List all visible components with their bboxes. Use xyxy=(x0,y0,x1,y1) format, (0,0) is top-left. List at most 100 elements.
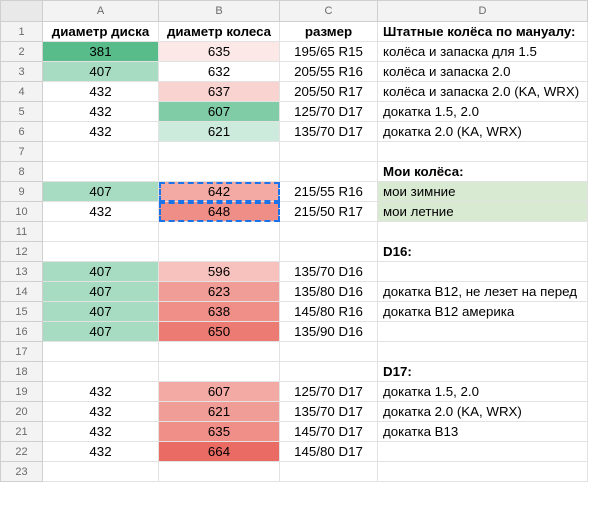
row-header[interactable]: 20 xyxy=(0,401,43,422)
cell-c[interactable] xyxy=(279,461,378,482)
cell-d[interactable] xyxy=(377,321,588,342)
cell-a[interactable] xyxy=(42,141,159,162)
row-header[interactable]: 15 xyxy=(0,301,43,322)
cell-b[interactable]: 596 xyxy=(158,261,280,282)
cell-b[interactable]: 635 xyxy=(158,421,280,442)
cell-b[interactable]: 632 xyxy=(158,61,280,82)
cell-c[interactable] xyxy=(279,361,378,382)
cell-d[interactable] xyxy=(377,261,588,282)
cell-c[interactable]: 145/80 D17 xyxy=(279,441,378,462)
cell-d[interactable]: докатка 1.5, 2.0 xyxy=(377,381,588,402)
cell-a[interactable] xyxy=(42,361,159,382)
row-header[interactable]: 6 xyxy=(0,121,43,142)
cell-d[interactable] xyxy=(377,341,588,362)
cell-a[interactable]: 432 xyxy=(42,121,159,142)
cell-c[interactable]: 215/50 R17 xyxy=(279,201,378,222)
cell-b[interactable] xyxy=(158,341,280,362)
cell-d[interactable] xyxy=(377,441,588,462)
cell-c[interactable]: 145/70 D17 xyxy=(279,421,378,442)
cell-d[interactable]: докатка 1.5, 2.0 xyxy=(377,101,588,122)
cell-a[interactable]: 432 xyxy=(42,441,159,462)
column-header-d[interactable]: D xyxy=(377,0,588,22)
cell-c[interactable] xyxy=(279,241,378,262)
cell-d[interactable] xyxy=(377,461,588,482)
cell-a[interactable]: 432 xyxy=(42,101,159,122)
cell-b[interactable]: 650 xyxy=(158,321,280,342)
column-header-b[interactable]: B xyxy=(158,0,280,22)
cell-b[interactable]: 607 xyxy=(158,101,280,122)
cell-c[interactable]: 145/80 R16 xyxy=(279,301,378,322)
cell-d[interactable]: докатка B13 xyxy=(377,421,588,442)
cell-a[interactable] xyxy=(42,161,159,182)
row-header[interactable]: 17 xyxy=(0,341,43,362)
cell-b[interactable] xyxy=(158,221,280,242)
cell-d[interactable]: колёса и запаска для 1.5 xyxy=(377,41,588,62)
cell-d[interactable]: Мои колёса: xyxy=(377,161,588,182)
cell-c[interactable]: 205/55 R16 xyxy=(279,61,378,82)
cell-c[interactable]: 125/70 D17 xyxy=(279,101,378,122)
cell-d[interactable]: колёса и запаска 2.0 xyxy=(377,61,588,82)
cell-b[interactable]: 642 xyxy=(158,181,280,202)
cell-b[interactable]: 621 xyxy=(158,401,280,422)
cell-a[interactable]: 407 xyxy=(42,181,159,202)
row-header[interactable]: 23 xyxy=(0,461,43,482)
cell-b[interactable]: 664 xyxy=(158,441,280,462)
cell-a[interactable]: 432 xyxy=(42,381,159,402)
cell-b[interactable] xyxy=(158,361,280,382)
cell-a[interactable]: 381 xyxy=(42,41,159,62)
row-header[interactable]: 10 xyxy=(0,201,43,222)
cell-c[interactable] xyxy=(279,341,378,362)
cell-b[interactable]: 637 xyxy=(158,81,280,102)
cell-c[interactable]: 135/80 D16 xyxy=(279,281,378,302)
row-header[interactable]: 2 xyxy=(0,41,43,62)
cell-c[interactable]: 205/50 R17 xyxy=(279,81,378,102)
row-header[interactable]: 13 xyxy=(0,261,43,282)
cell-b[interactable]: диаметр колеса xyxy=(158,21,280,42)
cell-c[interactable]: 135/90 D16 xyxy=(279,321,378,342)
cell-a[interactable]: 407 xyxy=(42,261,159,282)
row-header[interactable]: 9 xyxy=(0,181,43,202)
cell-a[interactable] xyxy=(42,461,159,482)
cell-a[interactable]: 432 xyxy=(42,201,159,222)
column-header-c[interactable]: C xyxy=(279,0,378,22)
cell-a[interactable]: 407 xyxy=(42,301,159,322)
select-all-corner[interactable] xyxy=(0,0,43,22)
cell-b[interactable]: 623 xyxy=(158,281,280,302)
cell-c[interactable]: 135/70 D17 xyxy=(279,401,378,422)
cell-d[interactable]: D16: xyxy=(377,241,588,262)
cell-a[interactable]: 432 xyxy=(42,421,159,442)
cell-a[interactable]: диаметр диска xyxy=(42,21,159,42)
cell-d[interactable]: колёса и запаска 2.0 (KA, WRX) xyxy=(377,81,588,102)
cell-c[interactable]: 135/70 D16 xyxy=(279,261,378,282)
cell-d[interactable]: докатка B12 америка xyxy=(377,301,588,322)
cell-a[interactable]: 407 xyxy=(42,321,159,342)
cell-c[interactable]: 215/55 R16 xyxy=(279,181,378,202)
cell-b[interactable] xyxy=(158,141,280,162)
cell-a[interactable]: 407 xyxy=(42,281,159,302)
cell-b[interactable] xyxy=(158,241,280,262)
cell-c[interactable]: размер xyxy=(279,21,378,42)
cell-c[interactable]: 135/70 D17 xyxy=(279,121,378,142)
cell-d[interactable]: мои зимние xyxy=(377,181,588,202)
cell-d[interactable] xyxy=(377,141,588,162)
cell-a[interactable]: 407 xyxy=(42,61,159,82)
row-header[interactable]: 19 xyxy=(0,381,43,402)
cell-a[interactable] xyxy=(42,221,159,242)
cell-d[interactable]: Штатные колёса по мануалу: xyxy=(377,21,588,42)
cell-a[interactable] xyxy=(42,241,159,262)
cell-b[interactable] xyxy=(158,161,280,182)
row-header[interactable]: 5 xyxy=(0,101,43,122)
column-header-a[interactable]: A xyxy=(42,0,159,22)
cell-b[interactable]: 638 xyxy=(158,301,280,322)
cell-b[interactable]: 607 xyxy=(158,381,280,402)
cell-c[interactable] xyxy=(279,141,378,162)
row-header[interactable]: 3 xyxy=(0,61,43,82)
cell-c[interactable]: 125/70 D17 xyxy=(279,381,378,402)
row-header[interactable]: 21 xyxy=(0,421,43,442)
row-header[interactable]: 8 xyxy=(0,161,43,182)
cell-d[interactable]: докатка B12, не лезет на перед xyxy=(377,281,588,302)
cell-c[interactable] xyxy=(279,161,378,182)
cell-b[interactable]: 621 xyxy=(158,121,280,142)
cell-a[interactable]: 432 xyxy=(42,81,159,102)
cell-d[interactable]: D17: xyxy=(377,361,588,382)
